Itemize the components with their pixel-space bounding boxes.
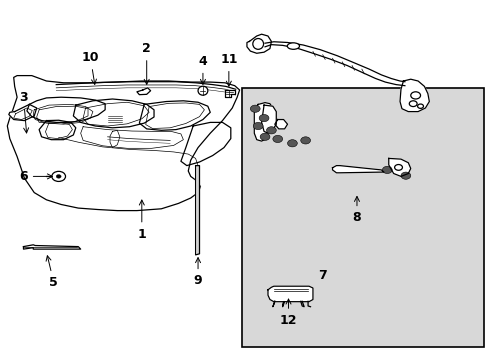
- Circle shape: [394, 165, 402, 170]
- Polygon shape: [9, 104, 37, 121]
- Circle shape: [400, 172, 410, 179]
- Polygon shape: [224, 90, 234, 97]
- Circle shape: [417, 104, 423, 108]
- Text: 1: 1: [137, 200, 146, 240]
- Circle shape: [52, 171, 65, 181]
- Polygon shape: [7, 76, 239, 211]
- Polygon shape: [261, 105, 276, 133]
- Circle shape: [408, 101, 416, 107]
- Bar: [242, 88, 483, 347]
- Text: 12: 12: [279, 299, 297, 327]
- Text: 7: 7: [318, 269, 326, 282]
- Circle shape: [56, 175, 61, 178]
- Circle shape: [253, 122, 263, 130]
- Ellipse shape: [287, 43, 299, 49]
- Polygon shape: [254, 103, 272, 141]
- Text: 8: 8: [352, 197, 361, 224]
- Ellipse shape: [252, 39, 263, 49]
- Text: 10: 10: [81, 51, 99, 84]
- Circle shape: [259, 114, 268, 122]
- Ellipse shape: [198, 86, 207, 95]
- Text: 6: 6: [19, 170, 52, 183]
- Circle shape: [272, 135, 282, 143]
- Circle shape: [300, 137, 310, 144]
- Polygon shape: [388, 158, 410, 176]
- Text: 3: 3: [19, 91, 29, 133]
- Text: 11: 11: [220, 53, 237, 86]
- Circle shape: [260, 133, 269, 140]
- Polygon shape: [267, 286, 312, 302]
- Polygon shape: [264, 42, 404, 86]
- Polygon shape: [246, 34, 271, 53]
- Circle shape: [266, 127, 276, 134]
- Text: 5: 5: [46, 256, 58, 289]
- Circle shape: [410, 92, 420, 99]
- Text: 2: 2: [142, 42, 151, 84]
- Polygon shape: [399, 79, 428, 112]
- Polygon shape: [332, 166, 383, 173]
- Text: 9: 9: [193, 258, 202, 287]
- Polygon shape: [137, 88, 150, 95]
- Polygon shape: [274, 120, 287, 129]
- Circle shape: [287, 140, 297, 147]
- Text: 4: 4: [198, 55, 207, 84]
- Polygon shape: [195, 166, 199, 255]
- Circle shape: [250, 105, 260, 112]
- Circle shape: [382, 166, 391, 174]
